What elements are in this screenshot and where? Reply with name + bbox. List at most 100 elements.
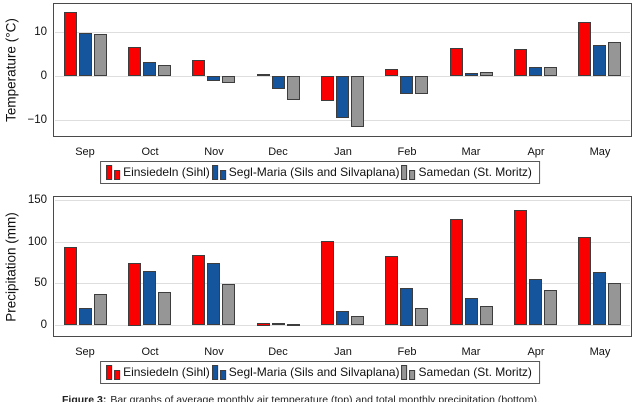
y-tick-label: 0 bbox=[40, 70, 47, 82]
y-tick-label: 10 bbox=[34, 26, 47, 38]
x-tick-label: Jan bbox=[334, 346, 352, 358]
x-tick-label: Feb bbox=[397, 146, 417, 158]
legend-bar-swatch bbox=[211, 165, 218, 180]
bar bbox=[385, 69, 398, 76]
legend-bar-icon bbox=[211, 165, 227, 180]
bar bbox=[529, 67, 542, 76]
bar bbox=[222, 284, 235, 325]
legend-bar-icon bbox=[106, 165, 121, 180]
bar bbox=[287, 324, 300, 326]
bar bbox=[192, 60, 205, 76]
bar bbox=[79, 308, 92, 325]
legend-entry-label: Segl-Maria (Sils and Silvaplana) bbox=[228, 165, 400, 179]
bar bbox=[593, 272, 606, 325]
bar bbox=[578, 237, 591, 325]
bar bbox=[544, 290, 557, 325]
x-tick-label: Sep bbox=[75, 146, 95, 158]
x-tick-label: May bbox=[589, 346, 611, 358]
legend-bar-icon bbox=[401, 365, 417, 380]
x-tick-label: Apr bbox=[527, 146, 545, 158]
bar bbox=[608, 42, 621, 76]
bar bbox=[222, 76, 235, 83]
y-tick-label: 0 bbox=[40, 319, 47, 331]
bar bbox=[465, 298, 478, 325]
bar bbox=[287, 76, 300, 100]
y-tick-label: 100 bbox=[27, 236, 47, 248]
bar bbox=[272, 323, 285, 325]
bar bbox=[94, 34, 107, 76]
bar bbox=[207, 263, 220, 325]
bar bbox=[593, 45, 606, 76]
x-tick-label: Oct bbox=[141, 346, 159, 358]
legend-entry: Segl-Maria (Sils and Silvaplana) bbox=[211, 165, 400, 180]
legend-bar-swatch bbox=[409, 170, 416, 180]
legend-entry: Samedan (St. Moritz) bbox=[401, 165, 532, 180]
x-tick-label: Nov bbox=[204, 146, 224, 158]
x-tick-label: Feb bbox=[397, 346, 417, 358]
bar bbox=[480, 306, 493, 325]
legend-bar-swatch bbox=[219, 370, 226, 380]
bar bbox=[64, 247, 77, 325]
gridline bbox=[55, 325, 630, 326]
bar bbox=[128, 47, 141, 76]
bar bbox=[64, 12, 77, 76]
x-tick-label: May bbox=[589, 146, 611, 158]
legend-bar-swatch bbox=[114, 170, 121, 180]
bar bbox=[450, 219, 463, 325]
x-tick-label: Oct bbox=[141, 146, 159, 158]
legend-bottom: Einsiedeln (Sihl) Segl-Maria (Sils and Si… bbox=[100, 361, 540, 384]
bar bbox=[257, 323, 270, 326]
legend-bar-swatch bbox=[401, 165, 408, 180]
bar bbox=[143, 271, 156, 325]
bar bbox=[79, 33, 92, 76]
bar bbox=[158, 65, 171, 76]
x-tick-label: Dec bbox=[268, 346, 288, 358]
legend-entry-label: Einsiedeln (Sihl) bbox=[123, 165, 210, 179]
legend-top: Einsiedeln (Sihl) Segl-Maria (Sils and Si… bbox=[100, 161, 540, 184]
bar bbox=[529, 279, 542, 325]
legend-bar-swatch bbox=[114, 370, 121, 380]
bar bbox=[257, 74, 270, 76]
bar bbox=[321, 76, 334, 101]
bar bbox=[415, 76, 428, 94]
y-tick-label: 150 bbox=[27, 194, 47, 206]
bar bbox=[321, 241, 334, 325]
bar bbox=[336, 311, 349, 325]
bar bbox=[272, 76, 285, 89]
x-tick-label: Sep bbox=[75, 346, 95, 358]
legend-entry: Samedan (St. Moritz) bbox=[401, 365, 532, 380]
legend-bar-swatch bbox=[401, 365, 408, 380]
gridline bbox=[55, 242, 630, 243]
legend-entry-label: Samedan (St. Moritz) bbox=[418, 165, 532, 179]
x-tick-label: Jan bbox=[334, 146, 352, 158]
temperature-axis-label: Temperature (°C) bbox=[3, 18, 19, 122]
x-tick-label: Dec bbox=[268, 146, 288, 158]
caption-prefix: Figure 3: bbox=[62, 394, 107, 402]
bar bbox=[400, 288, 413, 326]
gridline bbox=[55, 200, 630, 201]
bar bbox=[351, 316, 364, 325]
legend-bar-swatch bbox=[219, 170, 226, 180]
bar bbox=[514, 49, 527, 76]
bar bbox=[143, 62, 156, 76]
legend-entry: Segl-Maria (Sils and Silvaplana) bbox=[211, 365, 400, 380]
bar bbox=[578, 22, 591, 76]
bar bbox=[128, 263, 141, 326]
bar bbox=[192, 255, 205, 325]
x-tick-label: Nov bbox=[204, 346, 224, 358]
bar bbox=[158, 292, 171, 325]
legend-entry-label: Samedan (St. Moritz) bbox=[418, 365, 532, 379]
legend-entry-label: Einsiedeln (Sihl) bbox=[123, 365, 210, 379]
precipitation-axis-label: Precipitation (mm) bbox=[3, 212, 19, 322]
caption-text: Bar graphs of average monthly air temper… bbox=[110, 394, 540, 402]
bar bbox=[385, 256, 398, 325]
legend-entry: Einsiedeln (Sihl) bbox=[106, 365, 210, 380]
bar bbox=[544, 67, 557, 76]
gridline bbox=[55, 120, 630, 121]
bar bbox=[450, 48, 463, 76]
bar bbox=[480, 72, 493, 76]
figure-caption: Figure 3: Bar graphs of average monthly a… bbox=[62, 394, 540, 402]
bar bbox=[465, 73, 478, 76]
legend-bar-swatch bbox=[409, 370, 416, 380]
bar bbox=[415, 308, 428, 326]
